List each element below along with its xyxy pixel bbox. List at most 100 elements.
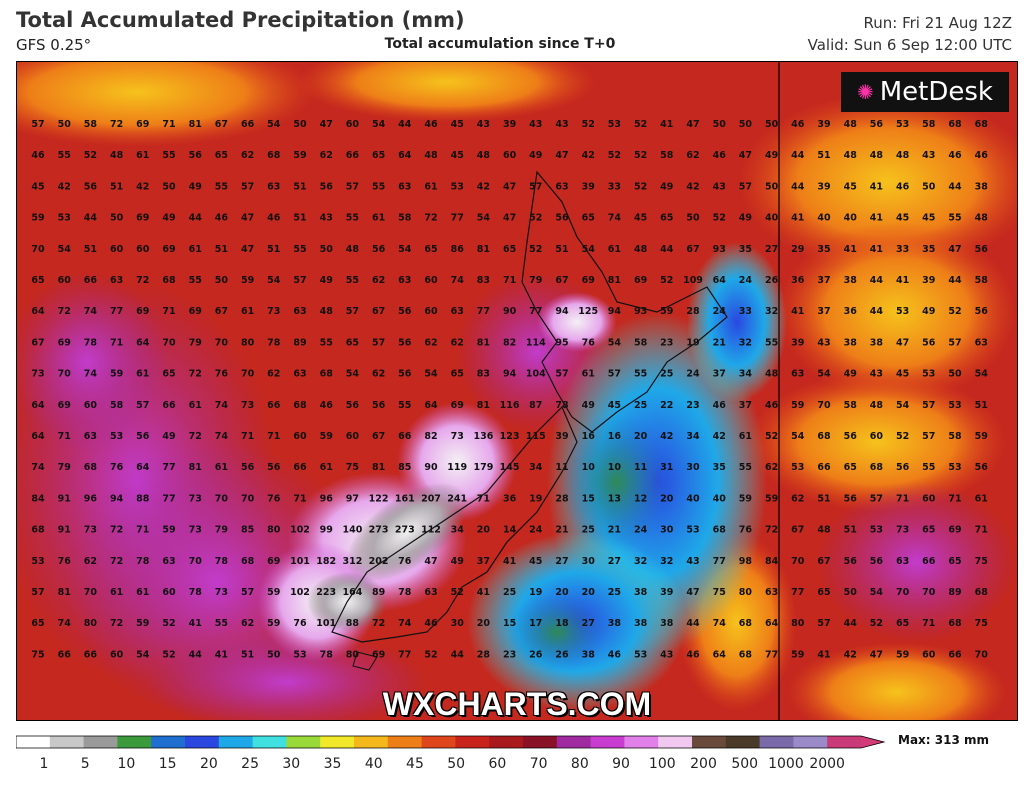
grid-value: 70 [189,556,203,567]
color-scale-tick-label: 25 [241,756,260,772]
grid-value: 80 [241,337,255,348]
grid-value: 57 [31,587,44,598]
grid-value: 52 [84,150,97,161]
grid-value: 41 [477,587,490,598]
grid-value: 61 [189,400,202,411]
grid-value: 66 [398,431,412,442]
grid-value: 76 [267,493,281,504]
grid-value: 32 [765,306,778,317]
grid-value: 182 [316,556,336,567]
grid-value: 67 [555,275,568,286]
grid-value: 70 [817,400,831,411]
grid-value: 44 [948,181,962,192]
grid-value: 45 [922,213,935,224]
grid-value: 32 [634,556,647,567]
grid-value: 52 [713,213,726,224]
grid-value: 62 [451,337,464,348]
grid-value: 53 [896,119,909,130]
grid-value: 44 [398,119,412,130]
grid-value: 94 [608,306,622,317]
grid-value: 76 [739,525,753,536]
grid-value: 65 [346,337,359,348]
grid-value: 41 [189,618,202,629]
grid-value: 54 [975,369,989,380]
color-scale-tick-label: 10 [117,756,136,772]
grid-value: 85 [398,462,411,473]
grid-value: 55 [634,369,647,380]
grid-value: 41 [870,213,883,224]
grid-value: 54 [608,337,622,348]
precipitation-map[interactable]: 57 50 58 72 69 71 81 67 66 54 50 47 60 54 44 46 45 43 39 43… [16,61,1018,721]
grid-value: 53 [948,400,961,411]
grid-value: 140 [342,525,362,536]
grid-value: 94 [555,306,569,317]
grid-value: 35 [817,244,830,255]
grid-value: 44 [660,244,674,255]
grid-value: 39 [791,337,804,348]
grid-value: 48 [844,150,858,161]
grid-value: 34 [686,431,700,442]
grid-value: 16 [582,431,596,442]
grid-value: 34 [529,462,543,473]
color-swatch [590,736,625,748]
grid-value: 67 [31,337,44,348]
grid-value: 65 [31,275,44,286]
color-swatch [455,736,490,748]
grid-value: 136 [473,431,493,442]
grid-value: 223 [316,587,336,598]
grid-value: 70 [975,649,989,660]
grid-value: 81 [372,462,385,473]
grid-value: 52 [608,150,621,161]
grid-value: 35 [922,244,935,255]
grid-value: 39 [582,181,595,192]
color-scale-tick-label: 20 [199,756,218,772]
grid-value: 46 [765,400,779,411]
grid-value: 90 [424,462,438,473]
grid-value: 52 [162,618,175,629]
grid-value: 202 [369,556,389,567]
grid-value: 59 [320,431,333,442]
grid-value: 51 [975,400,988,411]
color-scale-tick-label: 50 [447,756,466,772]
grid-value: 63 [267,181,280,192]
grid-value: 70 [241,493,255,504]
grid-value: 36 [503,493,517,504]
map-canvas: 57 50 58 72 69 71 81 67 66 54 50 47 60 54 44 46 45 43 39 43… [17,62,1017,720]
grid-value: 91 [58,493,71,504]
grid-value: 71 [110,337,123,348]
grid-value: 67 [686,244,699,255]
grid-value: 56 [84,181,98,192]
grid-value: 47 [555,150,568,161]
grid-value: 68 [241,556,255,567]
grid-value: 78 [267,337,281,348]
valid-time: Valid: Sun 6 Sep 12:00 UTC [807,36,1012,54]
grid-value: 39 [503,119,516,130]
grid-value: 45 [451,150,464,161]
grid-value: 68 [739,618,753,629]
grid-value: 48 [320,306,334,317]
color-scale-tick-label: 70 [529,756,548,772]
grid-value: 25 [634,400,647,411]
grid-value: 58 [922,119,936,130]
grid-value: 76 [58,556,72,567]
grid-value: 67 [791,525,804,536]
grid-value: 28 [686,306,700,317]
grid-value: 49 [844,369,857,380]
grid-value: 73 [31,369,44,380]
grid-value: 73 [215,587,228,598]
grid-value: 96 [84,493,98,504]
grid-value: 27 [582,618,595,629]
grid-value: 62 [241,618,254,629]
grid-value: 69 [582,275,595,286]
grid-value: 63 [398,181,411,192]
grid-value: 43 [477,119,490,130]
grid-value: 33 [608,181,621,192]
color-scale-tick-label: 1000 [768,756,804,772]
grid-value: 47 [503,213,516,224]
grid-value: 67 [372,431,385,442]
grid-value: 54 [346,369,360,380]
grid-value: 66 [241,119,255,130]
grid-value: 164 [342,587,362,598]
grid-value: 50 [765,119,779,130]
grid-value: 23 [660,337,673,348]
